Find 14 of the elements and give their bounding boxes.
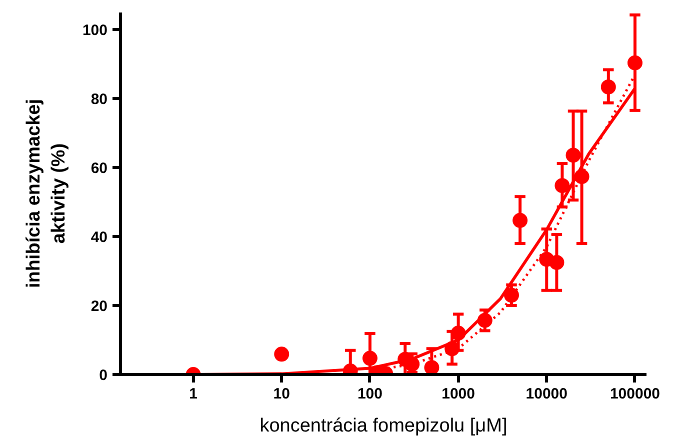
y-tick-label: 80 xyxy=(90,91,108,108)
y-tick-label: 40 xyxy=(90,229,108,246)
y-tick-label: 0 xyxy=(99,367,108,384)
y-tick-label: 100 xyxy=(82,22,108,40)
x-tick-label: 10 xyxy=(273,386,290,402)
x-tick-label: 100 xyxy=(357,386,382,402)
x-tick-label: 1000 xyxy=(442,386,475,402)
x-tick-label: 100000 xyxy=(610,386,660,402)
x-tick-label: 10000 xyxy=(526,386,568,402)
y-tick-label: 20 xyxy=(90,298,108,316)
y-tick-label: 60 xyxy=(90,160,108,178)
x-axis-title: koncentrácia fomepizolu [μM] xyxy=(260,416,508,436)
x-tick-label: 1 xyxy=(189,386,198,402)
y-axis-title: inhibícia enzymackej aktivity (%) xyxy=(23,98,70,288)
